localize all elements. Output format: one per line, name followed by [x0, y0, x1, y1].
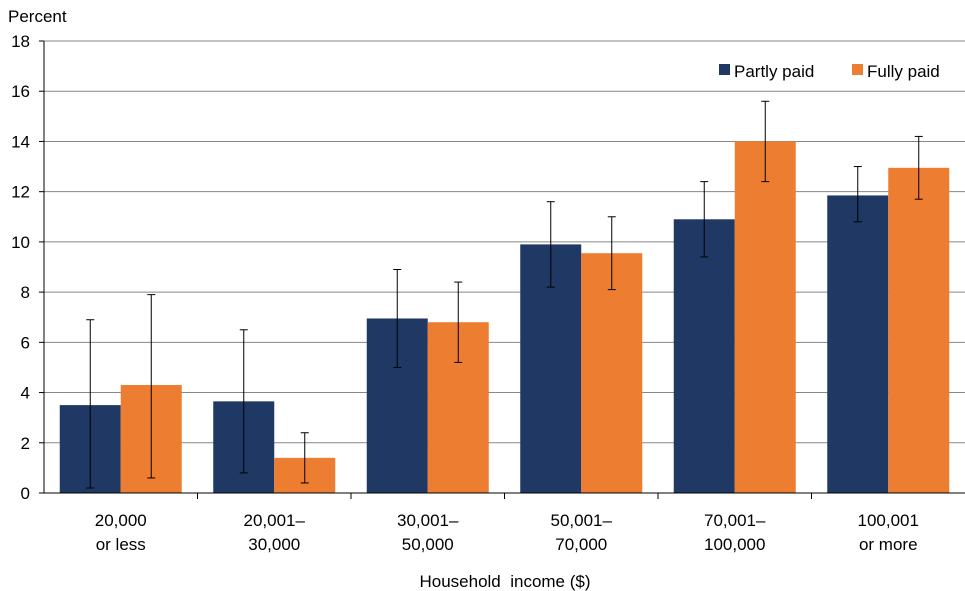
x-axis-title: Household income ($)	[419, 572, 590, 591]
bar-partly-paid	[673, 219, 735, 494]
y-axis-ticks: 0 2 4 6 8 10 12 14 16 18	[11, 32, 45, 503]
x-axis-ticks: 20,000 or less 20,001– 30,000 30,001– 50,000 5…	[95, 493, 919, 554]
x-tick-label: 100,000	[704, 535, 765, 554]
x-tick-label: 70,001–	[704, 511, 766, 530]
legend-label: Fully paid	[867, 62, 940, 81]
y-axis-title: Percent	[8, 7, 67, 26]
y-tick-label: 8	[21, 283, 30, 302]
bar-fully-paid	[734, 141, 796, 493]
y-tick-label: 12	[11, 183, 30, 202]
x-tick-label: 70,000	[555, 535, 607, 554]
x-tick-label: 30,001–	[397, 511, 459, 530]
legend-swatch	[719, 64, 730, 75]
gridlines	[44, 40, 965, 444]
legend-swatch	[852, 64, 863, 75]
x-tick-label: 100,001	[858, 511, 919, 530]
x-tick-label: 20,001–	[244, 511, 306, 530]
y-tick-label: 0	[21, 484, 30, 503]
x-tick-label: 50,000	[402, 535, 454, 554]
y-tick-label: 10	[11, 233, 30, 252]
bar-fully-paid	[581, 253, 643, 493]
y-tick-label: 14	[11, 132, 30, 151]
x-tick-label: 30,000	[248, 535, 300, 554]
bar-fully-paid	[888, 167, 950, 494]
x-tick-label: 50,001–	[551, 511, 613, 530]
bar-partly-paid	[827, 195, 889, 493]
y-tick-label: 6	[21, 333, 30, 352]
y-tick-label: 4	[21, 384, 30, 403]
x-tick-label: 20,000	[95, 511, 147, 530]
bars	[59, 141, 950, 494]
x-tick-label: or more	[859, 535, 918, 554]
x-tick-label: or less	[96, 535, 146, 554]
y-tick-label: 16	[11, 82, 30, 101]
y-tick-label: 18	[11, 32, 30, 51]
legend: Partly paid Fully paid	[719, 62, 940, 81]
error-bars	[86, 100, 923, 489]
legend-label: Partly paid	[734, 62, 814, 81]
y-tick-label: 2	[21, 434, 30, 453]
